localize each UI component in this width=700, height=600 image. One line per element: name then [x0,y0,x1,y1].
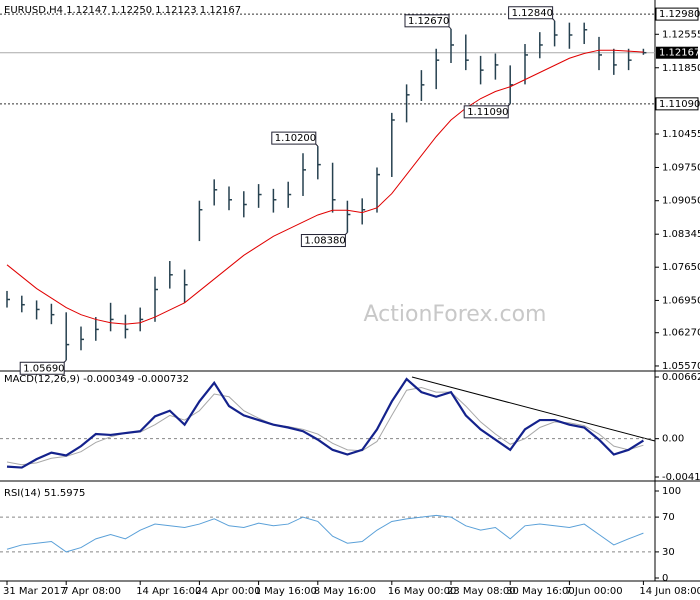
last-price-label: 1.12167 [659,48,700,59]
series-line [6,377,644,469]
y-tick-label: 0.006624 [662,372,700,383]
annotation-box [404,14,450,28]
x-tick-label: 16 May 00:00 [388,586,457,597]
annotation-label: 1.11090 [467,107,508,118]
annotation-label: 1.05690 [23,363,64,374]
y-tick-label: 1.06950 [662,295,700,306]
annotation-box [19,361,65,375]
y-tick-label: 1.09050 [662,196,700,207]
annotation-label: 1.08380 [304,236,345,247]
y-tick-label: 1.06270 [662,328,700,339]
x-tick-label: 14 Apr 16:00 [136,586,201,597]
series-line [6,386,644,466]
y-tick-label: 0.00 [662,434,684,445]
panel-title: EURUSD,H4 1.12147 1.12250 1.12123 1.1216… [4,5,241,16]
x-tick-label: 31 Mar 2017 [3,586,66,597]
y-tick-label: 1.07650 [662,262,700,273]
level-label: 1.11090 [659,99,700,110]
watermark: ActionForex.com [364,302,547,327]
trend-line [411,376,656,442]
x-tick-label: 7 Apr 08:00 [62,586,121,597]
panel-title: RSI(14) 51.5975 [4,488,85,499]
y-tick-label: 1.05570 [662,361,700,372]
level-box [655,97,699,111]
annotation-box [271,131,317,145]
annotation-label: 1.12670 [408,16,449,27]
y-tick-label: 1.09750 [662,162,700,173]
x-tick-label: 23 May 08:00 [447,586,516,597]
y-tick-label: 1.08345 [662,229,700,240]
series-line [6,514,644,553]
y-tick-label: 1.12555 [662,29,700,40]
panel-title: MACD(12,26,9) -0.000349 -0.000732 [4,374,189,385]
y-tick-label: 1.10455 [662,129,700,140]
y-tick-label: 70 [662,512,675,523]
y-tick-label: 1.11850 [662,63,700,74]
x-tick-label: 7 Jun 00:00 [565,586,622,597]
last-price-box [656,46,698,59]
x-tick-label: 8 May 16:00 [314,586,376,597]
x-tick-label: 30 May 16:00 [506,586,575,597]
x-tick-label: 24 Apr 00:00 [195,586,260,597]
annotation-label: 1.12840 [512,8,553,19]
annotation-box [463,105,509,119]
annotation-box [508,6,554,20]
level-label: 1.12980 [659,9,700,20]
y-tick-label: -0.004116 [662,472,700,483]
y-tick-label: 30 [662,547,675,558]
x-tick-label: 14 Jun 08:00 [639,586,700,597]
y-tick-label: 0 [662,573,668,584]
annotation-box [300,234,346,248]
x-tick-label: 1 May 16:00 [255,586,317,597]
level-box [655,7,699,21]
annotation-label: 1.10200 [275,133,316,144]
y-tick-label: 100 [662,486,681,497]
series-line [6,49,644,325]
